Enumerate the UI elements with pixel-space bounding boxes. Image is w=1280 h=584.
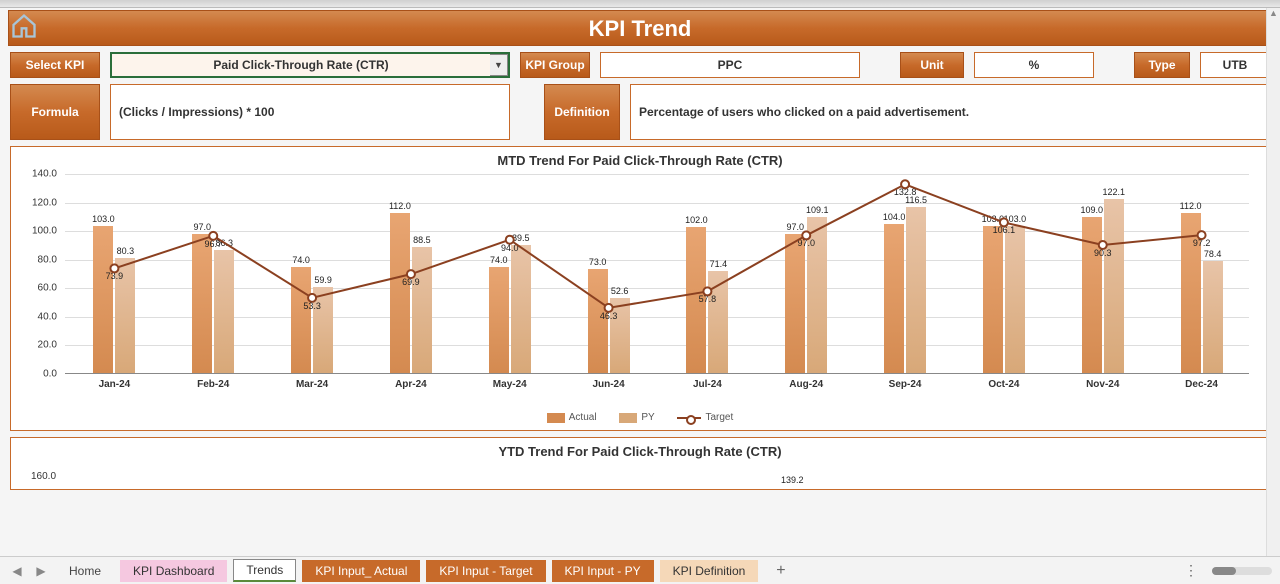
py-bar [610, 298, 630, 373]
y-tick: 80.0 [38, 254, 57, 265]
select-kpi-value[interactable]: Paid Click-Through Rate (CTR) [112, 54, 490, 76]
py-bar [708, 271, 728, 373]
ytd-ytick: 160.0 [31, 471, 56, 482]
horizontal-scroll-slider[interactable] [1212, 567, 1272, 575]
unit-value: % [974, 52, 1094, 78]
tab-nav-prev[interactable]: ◀ [8, 564, 26, 578]
chart-legend: Actual PY Target [21, 412, 1259, 426]
x-label: Nov-24 [1076, 379, 1130, 390]
actual-bar [983, 226, 1003, 373]
mtd-chart-title: MTD Trend For Paid Click-Through Rate (C… [21, 153, 1259, 168]
x-label: Jan-24 [87, 379, 141, 390]
y-tick: 60.0 [38, 283, 57, 294]
py-bar [1104, 199, 1124, 373]
py-bar [214, 250, 234, 373]
y-tick: 140.0 [32, 169, 57, 180]
x-label: Aug-24 [779, 379, 833, 390]
sheet-tab[interactable]: KPI Input_ Actual [302, 560, 420, 582]
vertical-scrollbar[interactable] [1266, 8, 1280, 556]
formula-label: Formula [10, 84, 100, 140]
home-icon[interactable] [10, 12, 38, 40]
x-label: Mar-24 [285, 379, 339, 390]
y-tick: 20.0 [38, 340, 57, 351]
py-bar [412, 247, 432, 373]
sheet-tab[interactable]: Trends [233, 559, 296, 582]
type-label: Type [1134, 52, 1190, 78]
py-bar [1203, 261, 1223, 373]
page-title: KPI Trend [8, 10, 1272, 46]
x-label: Apr-24 [384, 379, 438, 390]
definition-label: Definition [544, 84, 620, 140]
select-kpi-dropdown-arrow[interactable]: ▼ [490, 54, 508, 76]
sheet-tab[interactable]: KPI Input - PY [552, 560, 654, 582]
x-label: Jun-24 [582, 379, 636, 390]
x-label: Dec-24 [1175, 379, 1229, 390]
formula-value: (Clicks / Impressions) * 100 [110, 84, 510, 140]
type-value: UTB [1200, 52, 1270, 78]
y-tick: 40.0 [38, 311, 57, 322]
py-bar [1005, 226, 1025, 373]
x-label: Feb-24 [186, 379, 240, 390]
tab-nav-next[interactable]: ▶ [32, 564, 50, 578]
y-tick: 0.0 [43, 369, 57, 380]
actual-bar [785, 234, 805, 373]
sheet-tab[interactable]: KPI Definition [660, 560, 759, 582]
kpi-group-label: KPI Group [520, 52, 590, 78]
actual-bar [1082, 217, 1102, 373]
sheet-tab[interactable]: KPI Dashboard [120, 560, 227, 582]
sheet-tab[interactable]: Home [56, 560, 114, 582]
py-bar [511, 245, 531, 373]
x-label: Oct-24 [977, 379, 1031, 390]
kpi-group-value: PPC [600, 52, 860, 78]
actual-bar [884, 224, 904, 373]
y-tick: 120.0 [32, 197, 57, 208]
tab-menu-icon[interactable]: ⋮ [1176, 562, 1206, 579]
actual-bar [1181, 213, 1201, 373]
definition-value: Percentage of users who clicked on a pai… [630, 84, 1270, 140]
ytd-visible-value: 139.2 [781, 475, 804, 485]
sheet-tab-strip: ◀ ▶ Home KPI Dashboard Trends KPI Input_ Ac… [0, 556, 1280, 584]
x-label: Jul-24 [680, 379, 734, 390]
x-label: Sep-24 [878, 379, 932, 390]
ytd-chart-title: YTD Trend For Paid Click-Through Rate (C… [21, 444, 1259, 459]
actual-bar [489, 267, 509, 373]
x-label: May-24 [483, 379, 537, 390]
actual-bar [588, 269, 608, 373]
add-sheet-button[interactable]: + [764, 562, 797, 580]
unit-label: Unit [900, 52, 964, 78]
sheet-tab[interactable]: KPI Input - Target [426, 560, 545, 582]
y-tick: 100.0 [32, 226, 57, 237]
select-kpi-label: Select KPI [10, 52, 100, 78]
py-bar [906, 207, 926, 373]
mtd-chart-panel: MTD Trend For Paid Click-Through Rate (C… [10, 146, 1270, 431]
actual-bar [192, 234, 212, 373]
ytd-chart-panel: YTD Trend For Paid Click-Through Rate (C… [10, 437, 1270, 490]
